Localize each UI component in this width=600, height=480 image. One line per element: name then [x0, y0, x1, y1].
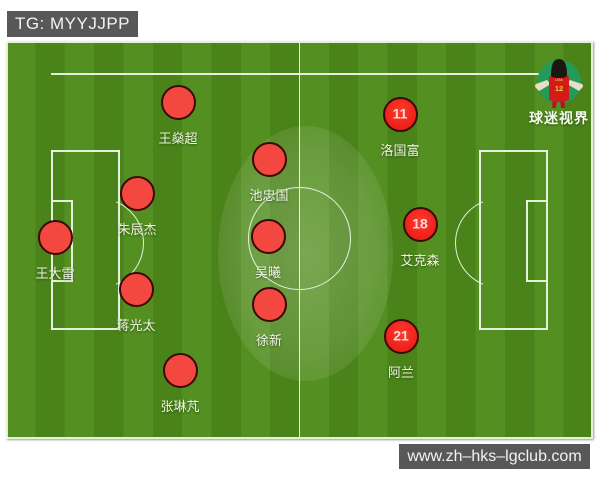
svg-text:12: 12 — [555, 84, 563, 93]
svg-text:LIGA: LIGA — [555, 78, 563, 82]
